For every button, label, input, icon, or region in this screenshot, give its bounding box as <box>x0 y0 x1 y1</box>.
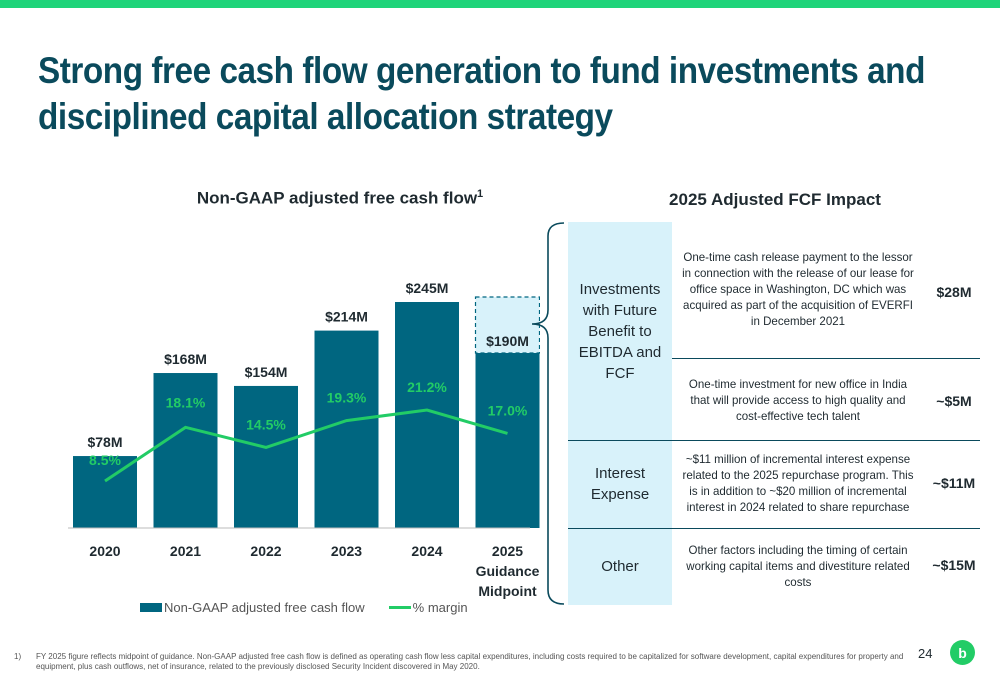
impact-category-column: Investments with Future Benefit to EBITD… <box>568 222 672 605</box>
slide-title-line-1: Strong free cash flow generation to fund… <box>38 50 925 91</box>
category-divider <box>568 440 672 441</box>
legend-item-margin: % margin <box>412 600 468 615</box>
row-divider <box>672 528 980 529</box>
footnote-number: 1) <box>14 652 22 661</box>
margin-value-label: 17.0% <box>488 402 528 418</box>
margin-value-label: 14.5% <box>246 416 286 432</box>
impact-category-other: Other <box>568 528 672 605</box>
chart-title-text: Non-GAAP adjusted free cash flow <box>196 188 478 208</box>
impact-row-amount: $28M <box>936 284 972 300</box>
category-line: FCF <box>605 364 635 382</box>
impact-row-description: Other factors including the timing of ce… <box>686 543 910 589</box>
footnote-text: FY 2025 figure reflects midpoint of guid… <box>36 652 904 671</box>
category-tick-label: 2022 <box>250 543 281 559</box>
bar-2021 <box>153 373 218 528</box>
legend-bar-swatch <box>140 603 162 612</box>
bar-2022 <box>234 385 298 528</box>
category-line: Other <box>601 558 639 575</box>
legend-line-swatch <box>388 606 411 609</box>
chart-title: Non-GAAP adjusted free cash flow1 <box>150 188 530 209</box>
top-accent-bar <box>0 0 1000 8</box>
impact-title: 2025 Adjusted FCF Impact <box>669 190 881 209</box>
row-divider <box>672 440 980 441</box>
category-line: EBITDA and <box>578 343 662 361</box>
bar-value-label: $214M <box>325 309 368 325</box>
impact-row-description: One-time investment for new office in In… <box>688 377 908 423</box>
category-tick-label: 2020 <box>89 543 120 559</box>
category-tick-label: 2024 <box>411 543 442 559</box>
margin-value-label: 18.1% <box>166 394 206 410</box>
category-tick-label: 2023 <box>331 543 362 559</box>
chart-legend: Non-GAAP adjusted free cash flow % margi… <box>140 600 468 615</box>
legend-item-fcf: Non-GAAP adjusted free cash flow <box>164 600 365 615</box>
brand-logo-icon: b <box>950 640 975 665</box>
bar-value-label: $190M <box>486 333 529 349</box>
margin-value-label: 19.3% <box>327 390 367 406</box>
page-number: 24 <box>918 646 933 661</box>
slide-title: Strong free cash flow generation to fund… <box>38 48 925 140</box>
impact-row-description: One-time cash release payment to the les… <box>682 250 914 328</box>
category-line: Benefit to <box>588 322 652 340</box>
margin-line <box>104 408 508 483</box>
bar-value-label: $78M <box>87 434 122 450</box>
category-divider <box>568 528 672 529</box>
impact-row-amount: ~$11M <box>932 475 976 491</box>
impact-row-description: ~$11 million of incremental interest exp… <box>682 452 914 514</box>
brace-icon <box>531 222 565 605</box>
category-line: with Future <box>582 301 658 319</box>
category-line: Investments <box>579 280 661 298</box>
slide-title-line-2: disciplined capital allocation strategy <box>38 96 613 137</box>
row-divider <box>672 358 980 359</box>
margin-value-label: 8.5% <box>89 452 121 468</box>
fcf-chart: $78M 2020 $168M 2021 $154M 2022 $214M 2023 $245M… <box>68 280 540 599</box>
bar-value-label: $154M <box>245 364 288 380</box>
impact-row-amount: ~$15M <box>932 557 976 573</box>
impact-category-investments: Investments with Future Benefit to EBITD… <box>568 222 672 440</box>
impact-category-interest: Interest Expense <box>568 440 672 528</box>
bar-value-label: $168M <box>164 351 207 367</box>
category-tick-label: Guidance <box>476 563 540 579</box>
guidance-label-box <box>474 296 540 354</box>
category-tick-label: 2021 <box>170 543 201 559</box>
margin-value-label: 21.2% <box>407 379 447 395</box>
category-line: Interest <box>594 465 646 482</box>
category-tick-label: Midpoint <box>478 583 537 599</box>
category-tick-label: 2025 <box>492 543 523 559</box>
bar-value-label: $245M <box>406 280 449 296</box>
bar-2025 <box>475 352 540 528</box>
category-line: Expense <box>590 486 650 503</box>
chart-title-footnote-ref: 1 <box>477 188 484 200</box>
impact-row-amount: ~$5M <box>936 393 972 409</box>
